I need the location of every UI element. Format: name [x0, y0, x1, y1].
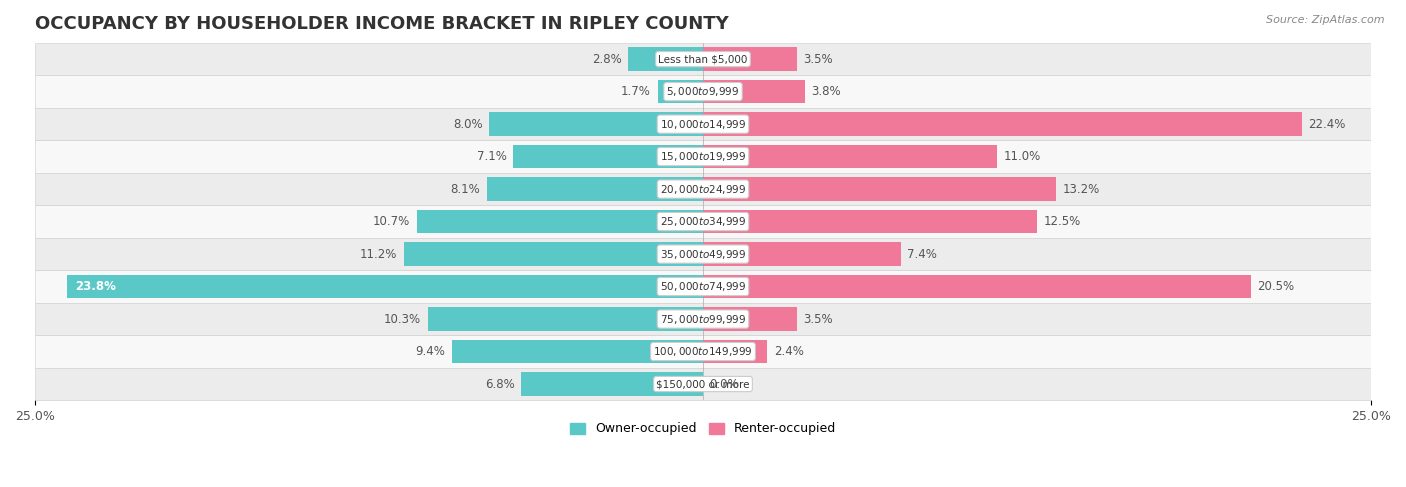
Text: $5,000 to $9,999: $5,000 to $9,999	[666, 85, 740, 98]
Bar	[67, 275, 703, 298]
Text: $150,000 or more: $150,000 or more	[657, 379, 749, 389]
Text: 2.8%: 2.8%	[592, 53, 621, 66]
Text: $100,000 to $149,999: $100,000 to $149,999	[654, 345, 752, 358]
Text: $10,000 to $14,999: $10,000 to $14,999	[659, 118, 747, 131]
Text: 2.4%: 2.4%	[773, 345, 804, 358]
Bar	[35, 173, 1371, 206]
Text: 0.0%: 0.0%	[710, 377, 740, 391]
Text: 9.4%: 9.4%	[415, 345, 446, 358]
Bar	[35, 108, 1371, 140]
Text: 8.0%: 8.0%	[453, 118, 482, 131]
Bar	[35, 206, 1371, 238]
Bar	[35, 270, 1371, 303]
Text: 6.8%: 6.8%	[485, 377, 515, 391]
Text: 7.4%: 7.4%	[907, 247, 938, 261]
Bar	[703, 243, 901, 266]
Text: 1.7%: 1.7%	[621, 85, 651, 98]
Bar	[35, 368, 1371, 400]
Bar	[427, 307, 703, 331]
Bar	[703, 47, 797, 71]
Bar	[35, 140, 1371, 173]
Bar	[489, 112, 703, 136]
Bar	[35, 336, 1371, 368]
Text: $35,000 to $49,999: $35,000 to $49,999	[659, 247, 747, 261]
Text: 11.0%: 11.0%	[1004, 150, 1040, 163]
Bar	[35, 75, 1371, 108]
Bar	[703, 145, 997, 169]
Bar	[703, 210, 1038, 233]
Bar	[35, 43, 1371, 75]
Text: Less than $5,000: Less than $5,000	[658, 54, 748, 64]
Text: 22.4%: 22.4%	[1308, 118, 1346, 131]
Text: 3.5%: 3.5%	[803, 53, 832, 66]
Text: 3.8%: 3.8%	[811, 85, 841, 98]
Text: OCCUPANCY BY HOUSEHOLDER INCOME BRACKET IN RIPLEY COUNTY: OCCUPANCY BY HOUSEHOLDER INCOME BRACKET …	[35, 15, 728, 33]
Legend: Owner-occupied, Renter-occupied: Owner-occupied, Renter-occupied	[565, 417, 841, 441]
Bar	[35, 238, 1371, 270]
Bar	[628, 47, 703, 71]
Text: $75,000 to $99,999: $75,000 to $99,999	[659, 313, 747, 325]
Bar	[703, 340, 768, 363]
Text: 13.2%: 13.2%	[1063, 183, 1099, 196]
Bar	[703, 112, 1302, 136]
Text: 11.2%: 11.2%	[360, 247, 396, 261]
Bar	[404, 243, 703, 266]
Bar	[522, 373, 703, 396]
Text: $15,000 to $19,999: $15,000 to $19,999	[659, 150, 747, 163]
Bar	[513, 145, 703, 169]
Bar	[703, 275, 1251, 298]
Bar	[658, 80, 703, 103]
Bar	[703, 307, 797, 331]
Bar	[35, 303, 1371, 336]
Text: $50,000 to $74,999: $50,000 to $74,999	[659, 280, 747, 293]
Text: 10.3%: 10.3%	[384, 313, 420, 325]
Bar	[451, 340, 703, 363]
Text: 20.5%: 20.5%	[1257, 280, 1295, 293]
Bar	[486, 177, 703, 201]
Text: Source: ZipAtlas.com: Source: ZipAtlas.com	[1267, 15, 1385, 25]
Text: 23.8%: 23.8%	[75, 280, 115, 293]
Text: $25,000 to $34,999: $25,000 to $34,999	[659, 215, 747, 228]
Text: 8.1%: 8.1%	[450, 183, 479, 196]
Bar	[703, 80, 804, 103]
Text: $20,000 to $24,999: $20,000 to $24,999	[659, 183, 747, 196]
Bar	[418, 210, 703, 233]
Bar	[703, 177, 1056, 201]
Text: 7.1%: 7.1%	[477, 150, 506, 163]
Text: 10.7%: 10.7%	[373, 215, 411, 228]
Text: 3.5%: 3.5%	[803, 313, 832, 325]
Text: 12.5%: 12.5%	[1043, 215, 1081, 228]
